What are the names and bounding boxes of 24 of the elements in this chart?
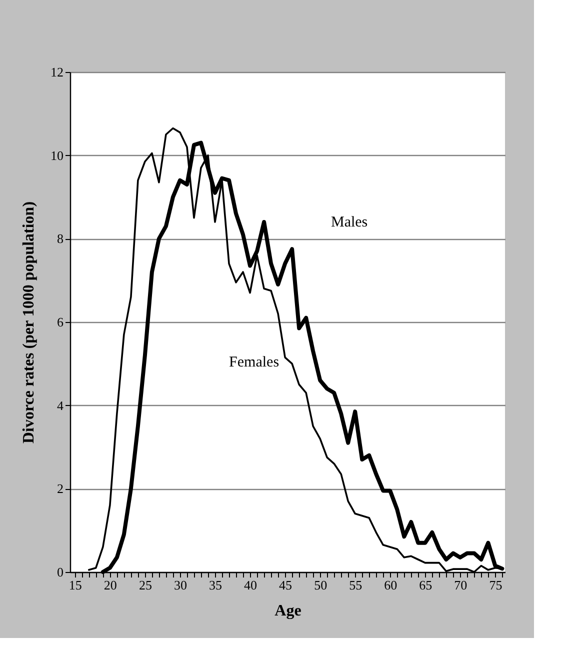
y-tick-label: 12 <box>50 64 64 80</box>
x-tick-label: 60 <box>384 578 398 592</box>
y-axis-title: Divorce rates (per 1000 population) <box>20 201 38 444</box>
y-tick-label: 4 <box>57 398 64 413</box>
y-tick-label: 10 <box>50 148 64 163</box>
x-tick-label: 55 <box>349 578 362 592</box>
x-tick-label: 20 <box>104 578 117 592</box>
x-tick-label: 40 <box>244 578 258 592</box>
x-tick-label: 25 <box>138 578 152 592</box>
y-tick-label: 8 <box>57 231 64 246</box>
x-tick-label: 30 <box>174 578 187 592</box>
y-tick-label: 2 <box>57 481 64 496</box>
x-axis-title: Age <box>274 602 302 620</box>
y-tick-label: 6 <box>57 314 64 330</box>
x-tick-label: 70 <box>454 578 468 592</box>
text: Males <box>330 214 368 230</box>
x-tick-label: 75 <box>489 578 502 592</box>
series-label: Females <box>229 354 280 370</box>
x-tick-label: 45 <box>279 578 292 592</box>
x-tick-label: 15 <box>68 578 82 592</box>
y-tick-label: 0 <box>57 564 64 580</box>
x-tick-label: 65 <box>419 578 432 592</box>
x-tick-label: 50 <box>314 578 328 592</box>
x-tick-label: 35 <box>209 578 222 592</box>
